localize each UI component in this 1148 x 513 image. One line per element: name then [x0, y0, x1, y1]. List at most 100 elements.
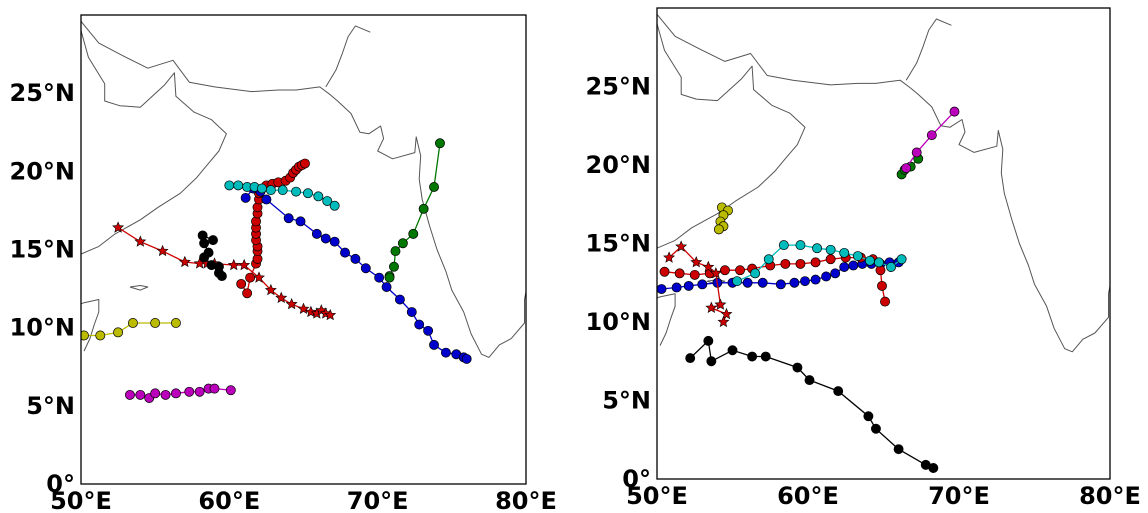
left-cyclone-track-map: 0° 5°N 10°N 15°N 20°N 25°N 50°E 60°E 70°E 80°E: [10, 14, 557, 513]
track-2: [240, 183, 472, 364]
latitude-tick-label: 25°N: [10, 79, 75, 107]
track-point: [113, 327, 124, 338]
track-point: [225, 385, 236, 396]
latitude-tick-label: 5°N: [602, 387, 651, 415]
track-7: [901, 106, 960, 174]
track-point: [224, 180, 235, 191]
track-point: [757, 277, 768, 288]
track-3: [663, 240, 733, 328]
track-point: [775, 279, 786, 290]
track-point: [717, 315, 730, 328]
track-point: [926, 130, 937, 141]
track-point: [864, 255, 875, 266]
track-4: [384, 138, 445, 283]
track-4: [732, 240, 907, 287]
latitude-tick-label: 10°N: [10, 314, 75, 342]
track-point: [780, 258, 791, 269]
track-point: [825, 244, 836, 255]
longitude-tick-label: 70°E: [347, 487, 409, 513]
latitude-tick-label: 0°: [622, 465, 651, 493]
track-point: [795, 258, 806, 269]
track-point: [760, 351, 771, 362]
track-point: [896, 254, 907, 265]
track-point: [833, 386, 844, 397]
track-point: [750, 268, 761, 279]
track-point: [394, 294, 405, 305]
track-point: [300, 158, 310, 169]
track-point: [690, 256, 703, 268]
track-point: [714, 298, 727, 310]
track-point: [295, 216, 306, 227]
track-point: [209, 383, 220, 394]
track-point: [406, 307, 417, 317]
track-point: [389, 261, 399, 272]
longitude-tick-label: 80°E: [495, 487, 557, 513]
track-point: [381, 282, 392, 292]
right-cyclone-track-map: 0° 5°N 10°N 15°N 20°N 25°N 50°E 60°E 70°E 80°E: [586, 7, 1141, 510]
track-point: [134, 235, 147, 247]
track-point: [778, 240, 789, 251]
track-0: [685, 335, 939, 473]
right-map-panel: 0° 5°N 10°N 15°N 20°N 25°N 50°E 60°E 70°E 80°E: [574, 0, 1148, 513]
track-0: [112, 221, 337, 321]
track-point: [275, 291, 288, 304]
track-point: [150, 318, 161, 328]
track-point: [848, 260, 859, 271]
track-point: [675, 240, 688, 252]
track-point: [789, 277, 800, 288]
track-point: [313, 191, 324, 202]
track-point: [135, 389, 146, 400]
latitude-tick-label: 15°N: [586, 230, 651, 258]
track-point: [901, 163, 912, 174]
track-point: [821, 271, 832, 282]
track-point: [397, 238, 408, 249]
track-line-4: [388, 143, 441, 278]
track-6: [81, 318, 181, 341]
track-point: [277, 185, 288, 196]
track-point: [804, 375, 815, 386]
track-point: [949, 106, 960, 117]
track-point: [825, 254, 836, 265]
track-point: [194, 386, 205, 397]
track-point: [747, 351, 758, 362]
track-point: [703, 335, 714, 346]
track-point: [886, 262, 896, 272]
track-point: [199, 252, 210, 263]
track-point: [170, 318, 181, 328]
track-point: [304, 305, 317, 318]
track-point: [320, 233, 331, 244]
track-7: [124, 383, 236, 403]
track-point: [440, 347, 451, 358]
track-point: [874, 257, 884, 268]
track-point: [800, 276, 810, 287]
track-point: [735, 265, 745, 276]
track-point: [429, 182, 439, 192]
track-point: [414, 319, 425, 330]
track-point: [705, 301, 718, 313]
track-point: [727, 345, 738, 356]
coastline-0: [81, 30, 227, 255]
track-point: [871, 423, 881, 434]
latitude-tick-label: 20°N: [10, 157, 75, 185]
track-point: [150, 388, 161, 399]
track-line-0: [117, 227, 331, 316]
track-point: [663, 251, 676, 263]
track-point: [303, 188, 313, 199]
track-point: [311, 228, 322, 239]
track-point: [324, 308, 337, 321]
track-point: [429, 339, 439, 350]
track-point: [384, 272, 395, 283]
track-point: [261, 194, 272, 205]
track-point: [408, 228, 419, 239]
track-point: [657, 284, 667, 294]
track-3: [224, 180, 340, 211]
track-point: [423, 325, 434, 336]
track-point: [893, 444, 904, 455]
track-point: [322, 196, 333, 206]
track-point: [839, 247, 850, 258]
track-point: [329, 236, 340, 247]
track-point: [792, 362, 803, 373]
track-point: [810, 257, 821, 268]
track-point: [671, 282, 682, 293]
track-point: [160, 389, 171, 400]
